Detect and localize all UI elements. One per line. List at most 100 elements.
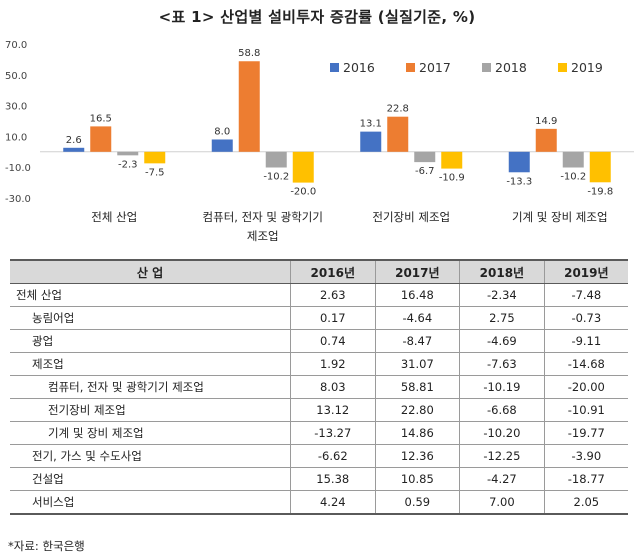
bar-2017 bbox=[535, 128, 557, 152]
page-title: <표 1> 산업별 설비투자 증감률 (실질기준, %) bbox=[158, 8, 476, 26]
table-cell: -6.68 bbox=[459, 398, 545, 422]
source-note: *자료: 한국은행 bbox=[8, 539, 85, 553]
table-body: 전체 산업 2.63 16.48 -2.34 -7.48 농림어업 0.17 -4.64 2.7… bbox=[10, 283, 628, 515]
y-tick-label: 70.0 bbox=[5, 40, 27, 51]
table-row: 기계 및 장비 제조업 -13.27 14.86 -10.20 -19.77 bbox=[10, 421, 628, 445]
table-cell: -2.34 bbox=[459, 283, 545, 307]
bar-2016 bbox=[360, 131, 382, 152]
legend-swatch-2018 bbox=[482, 63, 491, 72]
table-cell: -6.62 bbox=[290, 444, 376, 468]
data-label: -13.3 bbox=[506, 176, 532, 187]
bar-2018 bbox=[265, 151, 287, 168]
bar-2016 bbox=[211, 139, 233, 152]
row-label: 전기장비 제조업 bbox=[10, 398, 291, 422]
bar-2018 bbox=[414, 151, 436, 163]
bar-2017 bbox=[387, 116, 409, 152]
header-year: 2019년 bbox=[543, 259, 628, 284]
data-label: 22.8 bbox=[387, 104, 409, 115]
legend-label: 2019 bbox=[571, 60, 603, 75]
row-label: 제조업 bbox=[10, 352, 291, 376]
table-cell: -12.25 bbox=[459, 444, 545, 468]
category-label: 기계 및 장비 제조업 bbox=[512, 210, 608, 224]
row-label: 서비스업 bbox=[10, 490, 291, 515]
data-label: -6.7 bbox=[415, 166, 435, 177]
table-cell: 2.75 bbox=[459, 306, 545, 330]
y-tick-label: 10.0 bbox=[5, 132, 27, 143]
data-label: -10.2 bbox=[560, 172, 586, 183]
table-row: 전기장비 제조업 13.12 22.80 -6.68 -10.91 bbox=[10, 398, 628, 422]
table-row: 전체 산업 2.63 16.48 -2.34 -7.48 bbox=[10, 283, 628, 307]
data-label: -10.9 bbox=[439, 173, 465, 184]
table-cell: -10.19 bbox=[459, 375, 545, 399]
header-industry: 산 업 bbox=[10, 259, 291, 284]
legend-swatch-2016 bbox=[330, 63, 339, 72]
data-label: 13.1 bbox=[360, 119, 382, 130]
data-label: -2.3 bbox=[118, 159, 138, 170]
table-row: 광업 0.74 -8.47 -4.69 -9.11 bbox=[10, 329, 628, 353]
data-label: -20.0 bbox=[290, 187, 316, 198]
table-cell: 14.86 bbox=[374, 421, 461, 445]
table-cell: 4.24 bbox=[290, 490, 376, 515]
header-year: 2018년 bbox=[459, 259, 545, 284]
table-cell: 1.92 bbox=[290, 352, 376, 376]
bar-2017 bbox=[90, 126, 112, 152]
y-tick-label: -30.0 bbox=[5, 194, 31, 205]
data-label: -19.8 bbox=[587, 186, 613, 197]
table-cell: -0.73 bbox=[543, 306, 628, 330]
table-cell: 7.00 bbox=[459, 490, 545, 515]
table-cell: 8.03 bbox=[290, 375, 376, 399]
table-row: 컴퓨터, 전자 및 광학기기 제조업 8.03 58.81 -10.19 -20.00 bbox=[10, 375, 628, 399]
table-cell: -3.90 bbox=[543, 444, 628, 468]
table-cell: 0.17 bbox=[290, 306, 376, 330]
table-header-row: 산 업 2016년 2017년 2018년 2019년 bbox=[10, 259, 628, 284]
table-cell: 31.07 bbox=[374, 352, 461, 376]
data-table: 산 업 2016년 2017년 2018년 2019년 전체 산업 2.63 16.48 -2… bbox=[10, 259, 628, 515]
table-cell: -14.68 bbox=[543, 352, 628, 376]
legend-swatch-2017 bbox=[406, 63, 415, 72]
bar-2019 bbox=[144, 151, 166, 164]
table-cell: 2.05 bbox=[543, 490, 628, 515]
bar-2018 bbox=[117, 151, 139, 156]
table-cell: 13.12 bbox=[290, 398, 376, 422]
header-year: 2017년 bbox=[374, 259, 461, 284]
bar-2016 bbox=[63, 147, 85, 152]
table-cell: -20.00 bbox=[543, 375, 628, 399]
bar-2018 bbox=[562, 151, 584, 168]
table-cell: -18.77 bbox=[543, 467, 628, 491]
table-cell: 12.36 bbox=[374, 444, 461, 468]
table-cell: -9.11 bbox=[543, 329, 628, 353]
table-cell: -8.47 bbox=[374, 329, 461, 353]
table-cell: 58.81 bbox=[374, 375, 461, 399]
y-tick-label: 30.0 bbox=[5, 102, 27, 113]
category-label: 전기장비 제조업 bbox=[372, 210, 450, 224]
table-cell: -7.63 bbox=[459, 352, 545, 376]
header-year: 2016년 bbox=[290, 259, 376, 284]
table-cell: -7.48 bbox=[543, 283, 628, 307]
table-cell: 16.48 bbox=[374, 283, 461, 307]
table-cell: 0.59 bbox=[374, 490, 461, 515]
y-tick-label: -10.0 bbox=[5, 163, 31, 174]
data-label: -7.5 bbox=[145, 167, 165, 178]
y-tick-label: 50.0 bbox=[5, 71, 27, 82]
bar-2019 bbox=[441, 151, 463, 169]
data-label: 16.5 bbox=[90, 113, 112, 124]
table-cell: -13.27 bbox=[290, 421, 376, 445]
data-label: 58.8 bbox=[238, 48, 260, 59]
row-label: 전기, 가스 및 수도사업 bbox=[10, 444, 291, 468]
row-label: 농림어업 bbox=[10, 306, 291, 330]
bar-2016 bbox=[508, 151, 530, 173]
table-cell: -19.77 bbox=[543, 421, 628, 445]
row-label: 컴퓨터, 전자 및 광학기기 제조업 bbox=[10, 375, 291, 399]
data-label: 14.9 bbox=[535, 116, 557, 127]
table-cell: -10.91 bbox=[543, 398, 628, 422]
legend-label: 2017 bbox=[419, 60, 451, 75]
table-cell: 15.38 bbox=[290, 467, 376, 491]
data-label: 2.6 bbox=[66, 135, 82, 146]
category-label: 제조업 bbox=[247, 229, 279, 243]
bar-2019 bbox=[589, 151, 611, 183]
data-label: 8.0 bbox=[214, 126, 230, 137]
bar-chart: 70.0 50.0 30.0 10.0 -10.0 -30.0 2.6 16.5 -2.3 -7.… bbox=[5, 40, 634, 243]
table-cell: -4.64 bbox=[374, 306, 461, 330]
table-row: 전기, 가스 및 수도사업 -6.62 12.36 -12.25 -3.90 bbox=[10, 444, 628, 468]
legend-label: 2016 bbox=[343, 60, 375, 75]
